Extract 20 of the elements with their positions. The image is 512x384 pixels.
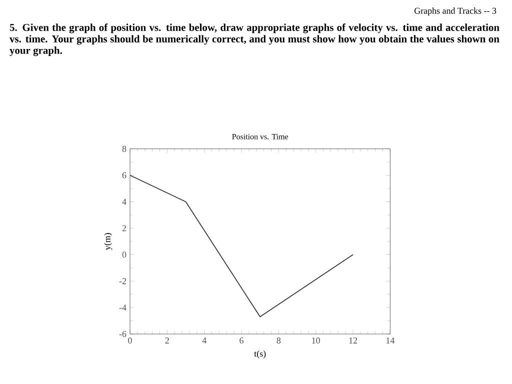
y-tick-label: 2	[122, 225, 126, 232]
x-tick-label: 0	[128, 338, 132, 344]
y-tick-label: 0	[122, 252, 126, 258]
text: 5. Given the graph of position vs. time below, draw appropriate graphs of velocity vs. time and acceleration vs. time. Your graphs should be numerically correct, and you must show how you obtain the values shown on your graph.	[10, 24, 500, 56]
x-axis-title: t(s)	[254, 350, 266, 359]
text: Graphs and Tracks -- 3	[414, 8, 496, 16]
x-tick-label: 2	[165, 338, 169, 344]
y-tick-label: 4	[122, 198, 126, 205]
y-tick-label: -4	[119, 304, 126, 310]
y-tick-label: 6	[122, 172, 126, 178]
y-tick-label: 8	[122, 146, 126, 152]
x-tick-label: 8	[276, 338, 281, 344]
x-tick-label: 14	[386, 338, 395, 344]
y-tick-label: -6	[119, 330, 126, 338]
x-tick-label: 10	[312, 338, 320, 344]
y-tick-label: -2	[119, 278, 126, 284]
x-tick-label: 4	[202, 338, 206, 344]
x-tick-label: 6	[240, 338, 244, 344]
y-axis-title: y(m)	[104, 233, 112, 250]
x-tick-label: 12	[349, 338, 357, 344]
